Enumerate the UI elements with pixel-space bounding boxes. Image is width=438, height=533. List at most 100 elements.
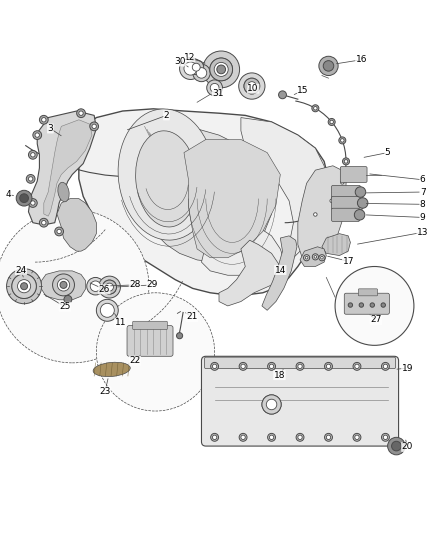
Text: 2: 2: [164, 111, 169, 120]
Polygon shape: [131, 126, 272, 262]
Circle shape: [100, 303, 114, 317]
Circle shape: [207, 80, 223, 96]
Text: 26: 26: [99, 285, 110, 294]
Circle shape: [353, 362, 361, 370]
Text: 12: 12: [184, 53, 195, 62]
Circle shape: [180, 58, 201, 79]
Text: 11: 11: [115, 318, 126, 327]
FancyBboxPatch shape: [205, 357, 396, 368]
FancyBboxPatch shape: [344, 293, 389, 314]
Circle shape: [79, 111, 83, 115]
Circle shape: [330, 199, 333, 203]
Circle shape: [241, 435, 245, 440]
Text: 17: 17: [343, 257, 354, 266]
FancyBboxPatch shape: [332, 185, 360, 199]
FancyBboxPatch shape: [127, 326, 173, 356]
Text: 22: 22: [129, 356, 141, 365]
Text: 10: 10: [247, 84, 259, 93]
Circle shape: [312, 105, 319, 112]
Circle shape: [214, 62, 228, 76]
Polygon shape: [79, 109, 328, 295]
Circle shape: [192, 63, 200, 71]
Circle shape: [210, 58, 233, 81]
Circle shape: [383, 364, 388, 368]
Circle shape: [42, 221, 46, 225]
Circle shape: [325, 362, 332, 370]
Circle shape: [244, 78, 260, 94]
Circle shape: [193, 64, 210, 82]
Ellipse shape: [58, 182, 69, 202]
Circle shape: [314, 107, 317, 110]
Text: 5: 5: [385, 148, 391, 157]
Circle shape: [305, 256, 308, 259]
Circle shape: [102, 280, 117, 294]
Text: 6: 6: [420, 175, 426, 184]
Polygon shape: [262, 236, 297, 310]
Polygon shape: [42, 271, 85, 300]
Circle shape: [312, 254, 318, 260]
Circle shape: [323, 61, 334, 71]
Text: 20: 20: [402, 442, 413, 451]
Ellipse shape: [93, 362, 130, 377]
Text: 29: 29: [147, 280, 158, 289]
Circle shape: [92, 124, 96, 128]
Circle shape: [99, 276, 120, 298]
Circle shape: [312, 211, 319, 218]
Circle shape: [304, 255, 310, 261]
Circle shape: [266, 399, 277, 410]
Circle shape: [77, 109, 85, 118]
Circle shape: [328, 118, 335, 125]
Circle shape: [53, 274, 74, 296]
Polygon shape: [57, 199, 96, 251]
Circle shape: [279, 91, 286, 99]
Circle shape: [90, 122, 99, 131]
Polygon shape: [322, 233, 350, 255]
Circle shape: [33, 131, 42, 140]
FancyBboxPatch shape: [340, 167, 367, 182]
Text: 28: 28: [129, 280, 141, 289]
Circle shape: [26, 174, 35, 183]
Circle shape: [314, 255, 317, 258]
Circle shape: [247, 82, 256, 91]
Circle shape: [35, 133, 39, 138]
Circle shape: [269, 364, 274, 368]
Circle shape: [64, 295, 72, 303]
Circle shape: [268, 362, 276, 370]
Text: 30: 30: [175, 57, 186, 66]
Circle shape: [357, 198, 368, 208]
Circle shape: [341, 139, 344, 142]
Circle shape: [20, 194, 28, 203]
Circle shape: [328, 197, 335, 204]
Circle shape: [211, 362, 219, 370]
FancyBboxPatch shape: [358, 289, 378, 296]
Circle shape: [325, 433, 332, 441]
Circle shape: [57, 229, 61, 233]
Circle shape: [355, 187, 366, 197]
Polygon shape: [298, 166, 346, 262]
Circle shape: [239, 362, 247, 370]
Circle shape: [388, 437, 405, 455]
Text: 16: 16: [356, 55, 367, 64]
Circle shape: [189, 60, 204, 75]
Circle shape: [60, 281, 67, 288]
Circle shape: [96, 300, 118, 321]
Circle shape: [18, 280, 31, 293]
Polygon shape: [28, 111, 96, 225]
Circle shape: [31, 201, 35, 205]
Circle shape: [42, 118, 46, 122]
Circle shape: [330, 120, 333, 124]
Text: 4: 4: [6, 190, 11, 199]
Circle shape: [355, 364, 359, 368]
Circle shape: [326, 364, 331, 368]
Circle shape: [12, 274, 36, 298]
Circle shape: [353, 433, 361, 441]
Circle shape: [39, 219, 48, 227]
Circle shape: [335, 266, 414, 345]
Circle shape: [210, 84, 219, 92]
Circle shape: [354, 209, 365, 220]
Circle shape: [106, 283, 113, 291]
Circle shape: [28, 177, 33, 181]
Circle shape: [262, 395, 281, 414]
Circle shape: [268, 433, 276, 441]
Circle shape: [339, 179, 346, 186]
